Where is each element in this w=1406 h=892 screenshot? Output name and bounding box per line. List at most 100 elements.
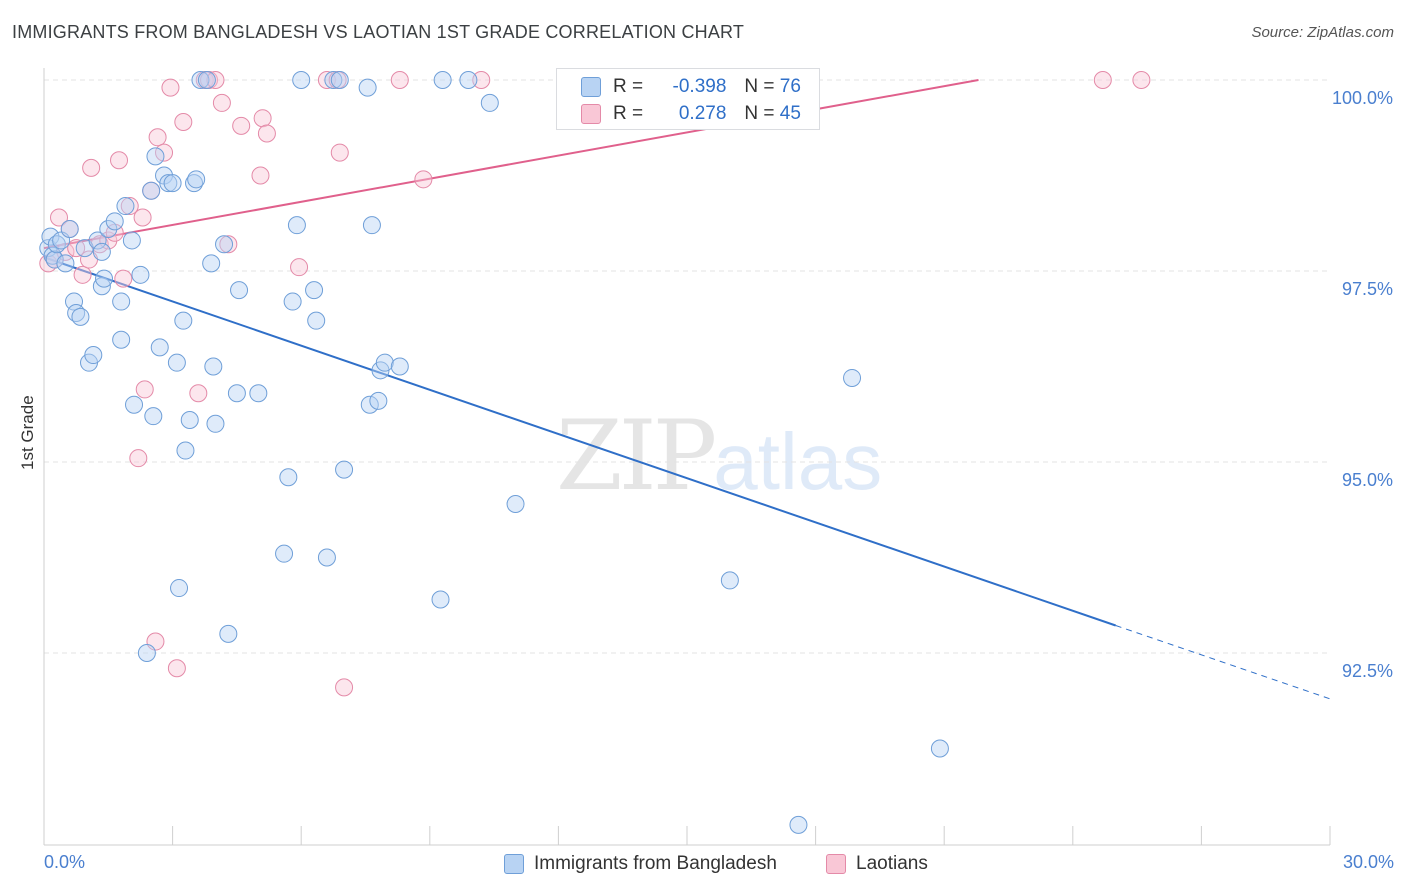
r-value: 0.278 [678,103,727,124]
point-laotians [257,124,276,143]
n-label: N = [744,76,775,97]
r-label: R = [613,103,644,124]
point-bangladesh [170,579,189,598]
y-tick-label-0: 92.5% [1342,661,1393,681]
point-bangladesh [275,544,294,563]
legend-label: Immigrants from Bangladesh [534,853,777,874]
trend-line-bangladesh [43,256,1116,627]
point-bangladesh [163,174,182,193]
trend-lines [43,79,1331,700]
point-bangladesh [180,410,199,429]
point-bangladesh [197,71,216,89]
point-bangladesh [60,219,79,238]
point-bangladesh [112,292,131,311]
point-laotians [232,116,251,135]
point-laotians [390,71,409,89]
blue-swatch [504,854,524,874]
y-tick-labels: 92.5% 95.0% 97.5% 100.0% [1332,88,1393,681]
point-bangladesh [137,644,156,662]
point-bangladesh [930,739,949,758]
n-value: 76 [779,76,801,97]
point-bangladesh [459,71,478,89]
point-bangladesh [215,235,234,254]
point-laotians [335,678,354,697]
point-bangladesh [142,181,161,200]
point-bangladesh [202,254,221,273]
point-laotians [219,235,238,254]
point-bangladesh [204,357,223,376]
point-bangladesh [99,219,118,238]
point-laotians [414,170,433,189]
blue-swatch [581,77,601,97]
source-credit: Source: ZipAtlas.com [1251,24,1394,41]
n-label: N = [744,103,775,124]
point-bangladesh [390,357,409,376]
chart-title: IMMIGRANTS FROM BANGLADESH VS LAOTIAN 1S… [12,22,745,42]
point-laotians [161,78,180,97]
point-bangladesh [159,174,178,193]
pink-swatch [581,104,601,124]
point-bangladesh [187,170,206,189]
point-laotians [114,269,133,288]
trend-line-bangladesh-extension [1115,625,1331,700]
point-laotians [317,71,336,89]
point-laotians [82,158,101,177]
point-bangladesh [71,307,90,326]
point-laotians [253,109,272,128]
y-tick-label-3: 100.0% [1332,88,1393,108]
point-laotians [189,384,208,403]
point-bangladesh [92,242,111,261]
point-bangladesh [480,93,499,112]
point-bangladesh [174,311,193,330]
legend-item-bangladesh[interactable]: Immigrants from Bangladesh [504,852,777,876]
point-bangladesh [375,353,394,372]
point-bangladesh [116,197,135,216]
point-bangladesh [219,624,238,643]
point-bangladesh [506,495,525,514]
point-bangladesh [843,368,862,387]
point-bangladesh [335,460,354,479]
point-bangladesh [433,71,452,89]
point-laotians [167,659,186,678]
point-laotians [135,380,154,399]
x-tick-label-min: 0.0% [44,852,86,872]
point-laotians [148,128,167,147]
point-bangladesh [45,250,64,269]
point-bangladesh [283,292,302,311]
point-bangladesh [92,277,111,296]
point-laotians [251,166,270,185]
point-bangladesh [176,441,195,460]
point-bangladesh [65,292,84,311]
point-bangladesh [56,254,75,273]
y-tick-label-2: 97.5% [1342,279,1393,299]
point-laotians [129,449,148,468]
point-bangladesh [249,384,268,403]
point-bangladesh [227,384,246,403]
r-value: -0.398 [672,76,727,97]
point-bangladesh [279,468,298,487]
legend-item-laotians[interactable]: Laotians [826,852,928,876]
trend-line-laotians [43,79,979,250]
point-laotians [155,143,174,162]
point-laotians [1093,71,1112,89]
point-bangladesh [125,395,144,414]
point-laotians [290,258,309,277]
point-bangladesh [369,391,388,410]
point-bangladesh [41,227,60,246]
stats-row-laotians: R = 0.278 N = 45 [581,101,801,127]
point-bangladesh [112,330,131,349]
point-bangladesh [360,395,379,414]
point-laotians [120,197,139,216]
stats-row-bangladesh: R = -0.398 N = 76 [581,74,801,100]
point-bangladesh [292,71,311,89]
point-bangladesh [167,353,186,372]
point-bangladesh [720,571,739,590]
r-label: R = [613,76,644,97]
point-bangladesh [330,71,349,89]
point-bangladesh [95,269,114,288]
pink-swatch [826,854,846,874]
point-bangladesh [146,147,165,166]
stats-legend: R = -0.398 N = 76 R = 0.278 N = 45 [556,68,820,130]
point-bangladesh [305,281,324,300]
